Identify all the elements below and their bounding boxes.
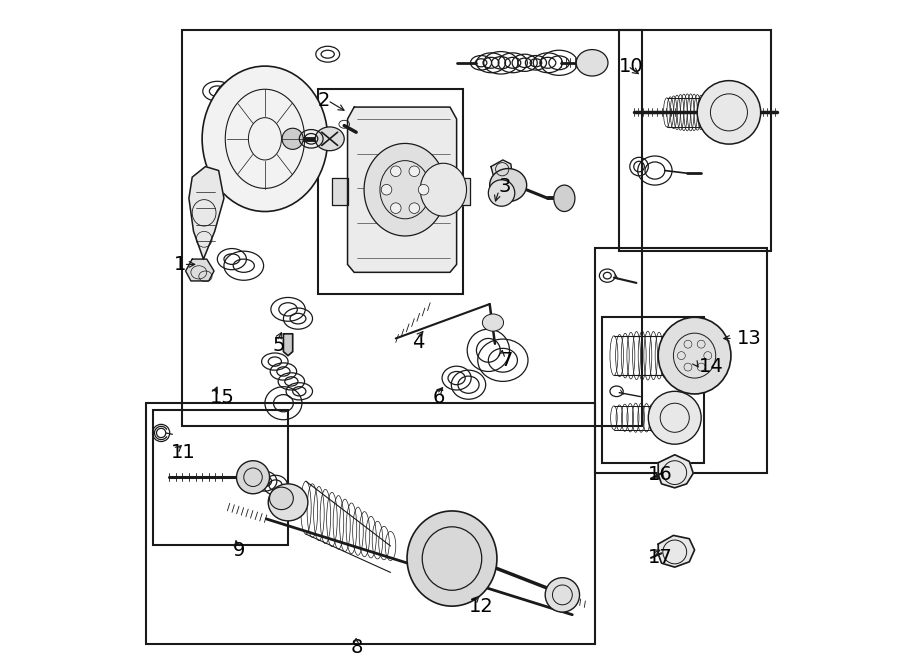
Polygon shape bbox=[332, 178, 347, 205]
Ellipse shape bbox=[489, 180, 515, 206]
Ellipse shape bbox=[391, 203, 401, 214]
Ellipse shape bbox=[409, 203, 419, 214]
Ellipse shape bbox=[237, 461, 269, 494]
Ellipse shape bbox=[418, 184, 428, 195]
Ellipse shape bbox=[407, 511, 497, 606]
Ellipse shape bbox=[576, 50, 608, 76]
Polygon shape bbox=[284, 334, 292, 356]
Text: 9: 9 bbox=[233, 541, 246, 560]
Ellipse shape bbox=[698, 81, 760, 144]
Text: 3: 3 bbox=[499, 177, 511, 196]
Ellipse shape bbox=[490, 169, 526, 202]
Text: 17: 17 bbox=[648, 548, 673, 566]
Ellipse shape bbox=[482, 314, 503, 331]
Bar bbox=[602, 317, 705, 463]
Text: 12: 12 bbox=[469, 597, 493, 615]
Text: 2: 2 bbox=[318, 91, 330, 110]
Text: 10: 10 bbox=[619, 57, 644, 75]
Ellipse shape bbox=[420, 163, 466, 216]
Polygon shape bbox=[189, 167, 224, 259]
Bar bbox=[153, 410, 288, 545]
Ellipse shape bbox=[554, 185, 575, 212]
Text: 1: 1 bbox=[174, 255, 186, 274]
Ellipse shape bbox=[648, 391, 701, 444]
Ellipse shape bbox=[545, 578, 580, 612]
Ellipse shape bbox=[282, 128, 303, 149]
Text: 6: 6 bbox=[433, 389, 446, 407]
Ellipse shape bbox=[658, 317, 731, 394]
Ellipse shape bbox=[409, 166, 419, 176]
Ellipse shape bbox=[202, 66, 328, 212]
Ellipse shape bbox=[268, 484, 308, 521]
Polygon shape bbox=[658, 535, 695, 567]
Polygon shape bbox=[347, 107, 456, 272]
Ellipse shape bbox=[364, 143, 446, 236]
Text: 5: 5 bbox=[272, 336, 284, 354]
Ellipse shape bbox=[382, 184, 392, 195]
Ellipse shape bbox=[391, 166, 401, 176]
Bar bbox=[596, 248, 768, 473]
Text: 8: 8 bbox=[351, 639, 364, 657]
Text: 7: 7 bbox=[500, 351, 513, 369]
Bar bbox=[183, 30, 642, 426]
Bar bbox=[146, 403, 596, 644]
Text: 14: 14 bbox=[698, 358, 724, 376]
Text: 13: 13 bbox=[737, 329, 761, 348]
Text: 15: 15 bbox=[210, 389, 234, 407]
Bar bbox=[318, 89, 464, 294]
Ellipse shape bbox=[269, 487, 293, 510]
Text: 11: 11 bbox=[170, 444, 195, 462]
Bar bbox=[618, 30, 770, 251]
Polygon shape bbox=[185, 259, 214, 281]
Text: 16: 16 bbox=[648, 465, 673, 484]
Ellipse shape bbox=[315, 127, 344, 151]
Polygon shape bbox=[491, 160, 512, 178]
Polygon shape bbox=[456, 178, 470, 205]
Text: 4: 4 bbox=[412, 333, 425, 352]
Polygon shape bbox=[658, 455, 693, 488]
